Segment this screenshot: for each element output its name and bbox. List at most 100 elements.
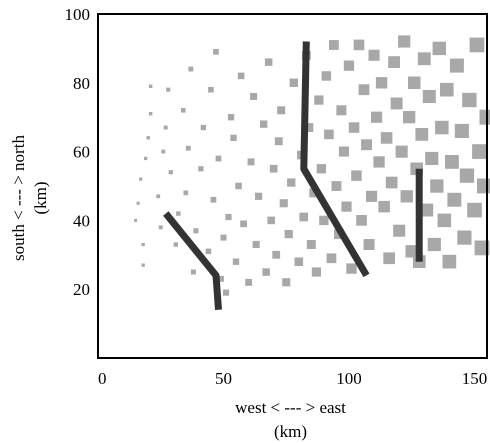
scatter-point [358, 84, 370, 96]
scatter-point [188, 66, 194, 72]
scatter-point [181, 108, 186, 113]
y-axis-label: south < --- > north [9, 135, 28, 261]
scatter-point [422, 90, 436, 103]
scatter-point [141, 242, 145, 247]
scatter-point [400, 190, 413, 203]
scatter-point [442, 254, 457, 269]
scatter-point [166, 87, 171, 92]
chart-marks [134, 35, 490, 311]
scatter-point [447, 192, 462, 207]
scatter-point [213, 49, 219, 55]
scatter-point [156, 194, 161, 199]
y-tick-label: 40 [73, 211, 90, 230]
x-axis-unit: (km) [274, 422, 307, 441]
scatter-point [144, 156, 148, 161]
scatter-point [146, 136, 150, 140]
scatter-point [218, 275, 224, 282]
scatter-point [220, 234, 227, 241]
scatter-point [380, 132, 393, 144]
scatter-point [299, 212, 309, 222]
scatter-point [227, 114, 235, 121]
scatter-point [319, 215, 329, 226]
scatter-point [331, 181, 342, 191]
scatter-point [390, 97, 403, 110]
scatter-point [425, 151, 439, 165]
scatter-point [385, 176, 398, 189]
trend-line [163, 211, 222, 311]
scatter-point [467, 202, 482, 218]
scatter-point [193, 228, 199, 234]
scatter-point [462, 92, 477, 108]
scatter-point [398, 35, 411, 48]
x-tick-label: 150 [462, 369, 488, 388]
scatter-point [432, 41, 446, 56]
scatter-point [346, 263, 357, 274]
scatter-point [139, 177, 143, 181]
scatter-point [343, 60, 355, 71]
scatter-point [338, 146, 349, 157]
scatter-point [356, 215, 367, 226]
scatter-point [148, 84, 153, 88]
trend-line [300, 41, 370, 278]
scatter-point [277, 106, 286, 115]
scatter-point [279, 199, 288, 208]
scatter-point [274, 137, 283, 146]
scatter-point [469, 37, 485, 53]
scatter-point [262, 268, 270, 276]
scatter-point [304, 123, 314, 132]
scatter-point [289, 78, 298, 87]
scatter-point [477, 178, 490, 194]
scatter-point [472, 144, 487, 159]
scatter-point [353, 39, 365, 51]
y-tick-label: 60 [73, 143, 90, 162]
scatter-point [316, 164, 326, 174]
scatter-point [163, 125, 168, 130]
scatter-point [459, 168, 475, 183]
x-axis-label: west < --- > east [235, 398, 346, 417]
scatter-point [373, 156, 385, 168]
scatter-point [311, 267, 321, 277]
scatter-point [378, 200, 390, 213]
scatter-point [479, 109, 490, 125]
scatter-point [395, 145, 408, 158]
scatter-point [161, 149, 166, 154]
y-tick-label: 100 [65, 5, 91, 24]
scatter-point [361, 139, 372, 151]
scatter-point [237, 72, 245, 80]
plot-frame [97, 13, 488, 359]
scatter-point [329, 40, 339, 50]
y-axis-unit: (km) [31, 181, 50, 214]
scatter-point [141, 263, 145, 267]
scatter-point [306, 240, 316, 249]
scatter-point [366, 190, 378, 202]
scatter-point [368, 49, 380, 61]
scatter-point [252, 240, 260, 248]
scatter-point [223, 289, 230, 296]
scatter-point [190, 269, 196, 275]
scatter-point [183, 190, 189, 196]
scatter-point [454, 123, 469, 138]
scatter-point [348, 122, 360, 133]
scatter-point [375, 77, 388, 89]
scatter-point [267, 216, 275, 225]
scatter-point [198, 166, 204, 172]
scatter-point [417, 52, 431, 66]
scatter-point [405, 245, 418, 258]
y-tick-label: 80 [73, 74, 90, 93]
scatter-point [336, 105, 347, 116]
scatter-point [408, 76, 421, 89]
scatter-point [363, 239, 375, 250]
scatter-point [321, 71, 332, 81]
scatter-point [200, 124, 206, 131]
scatter-point [282, 278, 291, 287]
scatter-point [326, 253, 337, 264]
scatter-point [272, 250, 281, 259]
scatter-point [148, 112, 153, 116]
scatter-point [158, 225, 163, 230]
scatter-point [437, 213, 452, 228]
scatter-point [173, 242, 178, 247]
scatter-point [235, 182, 242, 190]
scatter-point [232, 258, 240, 265]
scatter-point [240, 220, 247, 228]
